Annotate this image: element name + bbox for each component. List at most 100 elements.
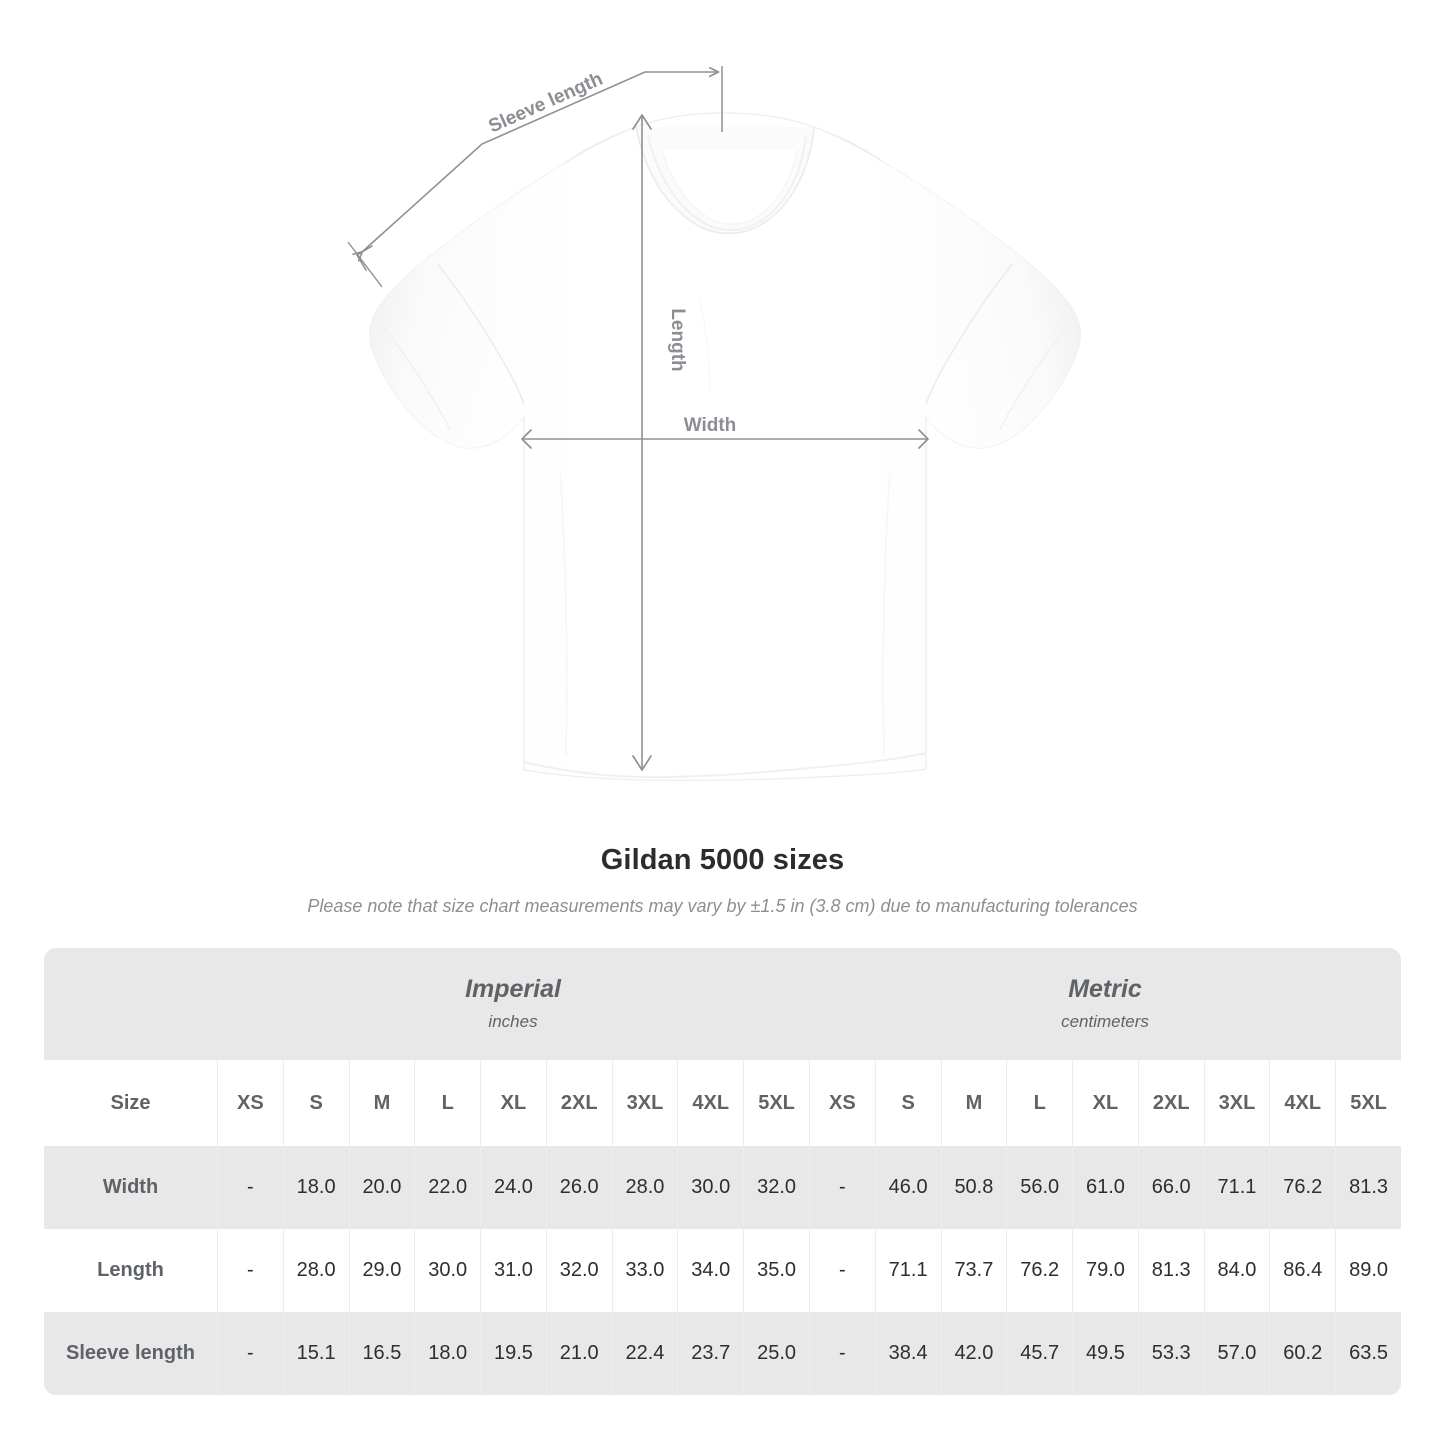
heading-block: Gildan 5000 sizes Please note that size … bbox=[0, 840, 1445, 918]
size-header-cell: 3XL bbox=[611, 1060, 678, 1146]
unit-group-metric: Metric centimeters bbox=[809, 948, 1402, 1060]
sleeve-length-label: Sleeve length bbox=[486, 68, 606, 137]
measurement-cell: 57.0 bbox=[1203, 1312, 1270, 1395]
measurement-cell: 33.0 bbox=[611, 1229, 678, 1312]
measurement-cell: 76.2 bbox=[1006, 1229, 1073, 1312]
measurement-cell: 66.0 bbox=[1137, 1146, 1204, 1229]
measurement-cell: - bbox=[809, 1312, 875, 1395]
table-row: Sleeve length -15.1 16.5 18.0 19.5 21.0 22.4 23… bbox=[44, 1312, 1402, 1395]
size-header-cell: 3XL bbox=[1203, 1060, 1270, 1146]
size-header-cell: 2XL bbox=[545, 1060, 612, 1146]
measurement-cell: 61.0 bbox=[1072, 1146, 1138, 1229]
size-header-cell: XS bbox=[217, 1060, 283, 1146]
measurement-cell: 18.0 bbox=[414, 1312, 481, 1395]
measurement-cell: - bbox=[217, 1312, 283, 1395]
measurement-cell: 22.4 bbox=[611, 1312, 678, 1395]
measurement-cell: 60.2 bbox=[1269, 1312, 1336, 1395]
row-label-width: Width bbox=[44, 1146, 217, 1229]
size-header-cell: M bbox=[348, 1060, 415, 1146]
measurement-cell: 16.5 bbox=[348, 1312, 415, 1395]
measurement-cell: 21.0 bbox=[545, 1312, 612, 1395]
measurement-cell: 18.0 bbox=[282, 1146, 349, 1229]
table-row: Width -18.0 20.0 22.0 24.0 26.0 28.0 30.0 32.0-4… bbox=[44, 1146, 1402, 1229]
measurement-cell: 35.0 bbox=[743, 1229, 809, 1312]
measurement-cell: - bbox=[809, 1146, 875, 1229]
tshirt-diagram: Sleeve length Length Width bbox=[347, 66, 1081, 781]
measurement-cell: 26.0 bbox=[545, 1146, 612, 1229]
size-header-cell: 5XL bbox=[1335, 1060, 1402, 1146]
measurement-cell: 15.1 bbox=[282, 1312, 349, 1395]
unit-group-header-row: Imperial inches Metric centimeters bbox=[44, 948, 1402, 1060]
measurement-cell: 63.5 bbox=[1335, 1312, 1402, 1395]
measurement-cell: 19.5 bbox=[480, 1312, 546, 1395]
size-header-cell: 2XL bbox=[1137, 1060, 1204, 1146]
size-header-cell: L bbox=[414, 1060, 481, 1146]
size-column-header: Size bbox=[44, 1060, 217, 1146]
measurement-cell: 76.2 bbox=[1269, 1146, 1336, 1229]
measurement-cell: 89.0 bbox=[1335, 1229, 1402, 1312]
measurement-cell: 29.0 bbox=[348, 1229, 415, 1312]
length-measure bbox=[632, 114, 652, 771]
unit-group-spacer bbox=[44, 948, 217, 1060]
unit-group-subtitle: centimeters bbox=[1061, 1012, 1149, 1031]
size-header-cell: L bbox=[1006, 1060, 1073, 1146]
measurement-cell: 38.4 bbox=[874, 1312, 941, 1395]
measurement-cell: 53.3 bbox=[1137, 1312, 1204, 1395]
shirt-shape bbox=[369, 112, 1081, 781]
measurement-cell: 23.7 bbox=[677, 1312, 744, 1395]
size-header-cell: 4XL bbox=[1269, 1060, 1336, 1146]
unit-group-name: Imperial bbox=[465, 975, 561, 1003]
measurement-cell: 42.0 bbox=[940, 1312, 1007, 1395]
size-header-row: Size XS S M L XL 2XL 3XL 4XL 5XL XS S M L XL 2XL 3XL 4XL 5… bbox=[44, 1060, 1402, 1146]
measurement-cell: 71.1 bbox=[1203, 1146, 1270, 1229]
size-chart-table-wrapper: Imperial inches Metric centimeters Size XS S M L… bbox=[44, 948, 1402, 1395]
size-header-cell: XS bbox=[809, 1060, 875, 1146]
size-header-cell: 5XL bbox=[743, 1060, 809, 1146]
width-label: Width bbox=[684, 415, 737, 436]
page-title: Gildan 5000 sizes bbox=[600, 844, 845, 876]
measurement-cell: 86.4 bbox=[1269, 1229, 1336, 1312]
sleeve-length-measure bbox=[347, 66, 723, 288]
page-subtitle: Please note that size chart measurements… bbox=[307, 896, 1138, 916]
measurement-cell: 28.0 bbox=[282, 1229, 349, 1312]
measurement-cell: - bbox=[809, 1229, 875, 1312]
measurement-cell: 45.7 bbox=[1006, 1312, 1073, 1395]
measurement-cell: 28.0 bbox=[611, 1146, 678, 1229]
measurement-cell: 31.0 bbox=[480, 1229, 546, 1312]
unit-group-name: Metric bbox=[1068, 975, 1142, 1003]
size-chart-table: Imperial inches Metric centimeters Size XS S M L… bbox=[44, 948, 1402, 1395]
measurement-cell: 24.0 bbox=[480, 1146, 546, 1229]
measurement-cell: 49.5 bbox=[1072, 1312, 1138, 1395]
measurement-cell: - bbox=[217, 1146, 283, 1229]
measurement-cell: 46.0 bbox=[874, 1146, 941, 1229]
measurement-cell: 81.3 bbox=[1137, 1229, 1204, 1312]
measurement-cell: 32.0 bbox=[743, 1146, 809, 1229]
measurement-cell: 30.0 bbox=[677, 1146, 744, 1229]
measurement-cell: 34.0 bbox=[677, 1229, 744, 1312]
width-measure bbox=[521, 429, 929, 449]
size-header-cell: M bbox=[940, 1060, 1007, 1146]
size-header-cell: XL bbox=[1072, 1060, 1138, 1146]
measurement-cell: 81.3 bbox=[1335, 1146, 1402, 1229]
size-header-cell: S bbox=[282, 1060, 349, 1146]
measurement-cell: 20.0 bbox=[348, 1146, 415, 1229]
row-label-sleeve-length: Sleeve length bbox=[44, 1312, 217, 1395]
measurement-cell: 22.0 bbox=[414, 1146, 481, 1229]
measurement-cell: 71.1 bbox=[874, 1229, 941, 1312]
measurement-cell: 73.7 bbox=[940, 1229, 1007, 1312]
measurement-cell: 32.0 bbox=[545, 1229, 612, 1312]
unit-group-subtitle: inches bbox=[488, 1012, 538, 1031]
size-header-cell: 4XL bbox=[677, 1060, 744, 1146]
table-row: Length -28.0 29.0 30.0 31.0 32.0 33.0 34.0 35.0-… bbox=[44, 1229, 1402, 1312]
measurement-cell: 56.0 bbox=[1006, 1146, 1073, 1229]
measurement-cell: 79.0 bbox=[1072, 1229, 1138, 1312]
tshirt-illustration: Sleeve length Length Width bbox=[347, 66, 1081, 781]
measurement-cell: 50.8 bbox=[940, 1146, 1007, 1229]
measurement-cell: - bbox=[217, 1229, 283, 1312]
size-header-cell: S bbox=[874, 1060, 941, 1146]
row-label-length: Length bbox=[44, 1229, 217, 1312]
measurement-cell: 84.0 bbox=[1203, 1229, 1270, 1312]
measurement-cell: 25.0 bbox=[743, 1312, 809, 1395]
size-header-cell: XL bbox=[480, 1060, 546, 1146]
length-label: Length bbox=[667, 308, 688, 371]
